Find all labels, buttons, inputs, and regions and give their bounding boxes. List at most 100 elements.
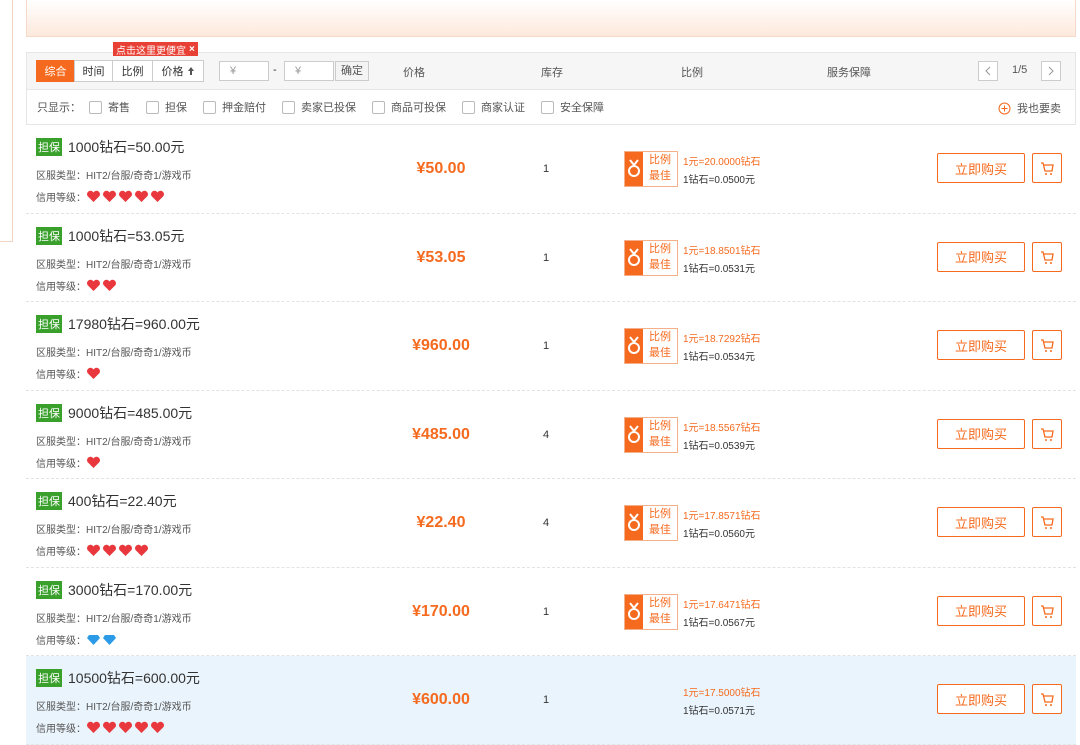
filter-option[interactable]: 寄售: [89, 99, 130, 115]
buy-button[interactable]: 立即购买: [937, 418, 1025, 449]
cart-button[interactable]: [1032, 153, 1062, 183]
credit-icon: [119, 190, 132, 202]
server-info: 区服类型： HIT2/台服/奇奇1/游戏币: [36, 698, 192, 713]
medal-icon: [625, 506, 643, 540]
listing-row: 担保 10500钻石=600.00元区服类型： HIT2/台服/奇奇1/游戏币 信用等…: [26, 656, 1076, 745]
guarantee-badge: 担保: [36, 492, 62, 510]
arrow-icon: [187, 67, 194, 75]
price-max[interactable]: ¥: [284, 61, 334, 81]
filter-option[interactable]: 安全保障: [541, 99, 604, 115]
buy-button[interactable]: 立即购买: [937, 684, 1025, 714]
column-header: 库存: [541, 67, 563, 79]
medal-text: 比例 最佳: [643, 595, 677, 629]
listing-row: 担保 400钻石=22.40元 区服类型： HIT2/台服/奇奇1/游戏币 信用等级： ¥…: [26, 479, 1076, 568]
credit-icon: [119, 721, 132, 733]
credit-info: 信用等级：: [36, 366, 102, 381]
credit-info: 信用等级：: [36, 455, 102, 470]
cart-button[interactable]: [1032, 595, 1062, 626]
medal-line: 比例: [649, 419, 671, 432]
checkbox[interactable]: [146, 100, 159, 114]
server-value: HIT2/台服/奇奇1/游戏币: [86, 613, 192, 625]
listing-row: 担保 1000钻石=53.05元 区服类型： HIT2/台服/奇奇1/游戏币 信用等级：…: [26, 214, 1076, 302]
medal-line: 最佳: [649, 347, 671, 359]
checkbox[interactable]: [203, 100, 216, 114]
price: ¥170.00: [412, 602, 470, 620]
medal-icon: [625, 240, 643, 275]
cart-button[interactable]: [1032, 507, 1062, 537]
next-page[interactable]: [1041, 61, 1061, 81]
credit-label: 信用等级：: [36, 458, 86, 470]
tab-label: 比例: [121, 66, 144, 78]
checkbox[interactable]: [462, 100, 475, 114]
title-text: 3000钻石=170.00元: [68, 581, 193, 598]
medal-icon: [625, 417, 643, 452]
stock: 1: [542, 605, 550, 618]
credit-icon: [135, 190, 148, 202]
ratio-per-diamond: 1钻石=0.0539元: [683, 440, 755, 452]
option-text: 安全保障: [560, 102, 604, 114]
sort-tab[interactable]: 价格: [152, 60, 204, 82]
credit-icon: [119, 544, 132, 556]
buy-button[interactable]: 立即购买: [937, 153, 1025, 183]
checkbox[interactable]: [541, 100, 554, 114]
option-text: 商家认证: [481, 102, 525, 114]
buy-button[interactable]: 立即购买: [937, 507, 1025, 537]
filter-bar: 只显示： 寄售 担保 押金赔付 卖家已投保 商品可投保 商家认证 安全保障: [26, 90, 1076, 125]
title-text: 17980钻石=960.00元: [68, 316, 200, 332]
server-info: 区服类型： HIT2/台服/奇奇1/游戏币: [36, 610, 192, 625]
filter-option[interactable]: 商家认证: [462, 99, 525, 115]
checkbox[interactable]: [372, 100, 385, 114]
buy-button[interactable]: 立即购买: [937, 595, 1025, 626]
ratio-per-yuan: 1元=18.5567钻石: [683, 422, 761, 434]
credit-info: 信用等级：: [36, 189, 166, 204]
credit-icon: [87, 279, 100, 291]
server-info: 区服类型： HIT2/台服/奇奇1/游戏币: [36, 344, 192, 359]
medal-icon: [625, 329, 643, 363]
sort-tab[interactable]: 比例: [112, 60, 153, 82]
tooltip: 点击这里更便宜 ×: [113, 42, 198, 57]
ratio-per-diamond: 1钻石=0.0567元: [683, 617, 755, 629]
filter-option[interactable]: 担保: [146, 99, 187, 115]
sort-tab[interactable]: 时间: [74, 60, 113, 82]
price-min[interactable]: ¥: [219, 61, 269, 81]
ratio-per-diamond: 1钻石=0.0531元: [683, 263, 755, 275]
cart-button[interactable]: [1032, 330, 1062, 360]
server-value: HIT2/台服/奇奇1/游戏币: [86, 702, 192, 713]
sort-tab[interactable]: 综合: [36, 60, 75, 82]
option-text: 押金赔付: [222, 102, 266, 114]
listing-title: 担保 10500钻石=600.00元: [36, 668, 200, 688]
checkbox[interactable]: [282, 100, 295, 114]
filter-option[interactable]: 商品可投保: [372, 99, 446, 115]
credit-info: 信用等级：: [36, 543, 150, 558]
banner: [26, 0, 1076, 37]
best-ratio-badge: 比例 最佳: [624, 416, 678, 453]
credit-icon: [103, 721, 116, 733]
listing-row: 担保 3000钻石=170.00元 区服类型： HIT2/台服/奇奇1/游戏币 信用等级…: [26, 568, 1076, 656]
page-indicator: 1/5: [1012, 64, 1028, 76]
prev-page[interactable]: [978, 61, 998, 81]
cart-button[interactable]: [1032, 418, 1062, 449]
medal-line: 比例: [649, 242, 671, 255]
buy-button[interactable]: 立即购买: [937, 330, 1025, 360]
filter-option[interactable]: 卖家已投保: [282, 99, 356, 115]
credit-info: 信用等级：: [36, 720, 166, 735]
confirm-button[interactable]: 确定: [335, 61, 369, 81]
credit-icon: [87, 721, 100, 733]
cart-button[interactable]: [1032, 241, 1062, 272]
sell-link[interactable]: 我也要卖: [998, 100, 1061, 116]
tooltip-close[interactable]: ×: [189, 43, 195, 55]
guarantee-badge: 担保: [36, 580, 62, 599]
filter-option[interactable]: 押金赔付: [203, 99, 266, 115]
listing-title: 担保 1000钻石=50.00元: [36, 137, 184, 157]
medal-text: 比例 最佳: [643, 329, 677, 363]
guarantee-badge: 担保: [36, 669, 62, 687]
checkbox[interactable]: [89, 100, 102, 114]
credit-icon: [151, 721, 164, 733]
guarantee-badge: 担保: [36, 226, 62, 245]
best-ratio-badge: 比例 最佳: [624, 505, 678, 541]
listing-row: 担保 1000钻石=50.00元 区服类型： HIT2/台服/奇奇1/游戏币 信用等级：…: [26, 125, 1076, 214]
listing-title: 担保 400钻石=22.40元: [36, 491, 177, 511]
buy-button[interactable]: 立即购买: [937, 241, 1025, 272]
cart-button[interactable]: [1032, 684, 1062, 714]
